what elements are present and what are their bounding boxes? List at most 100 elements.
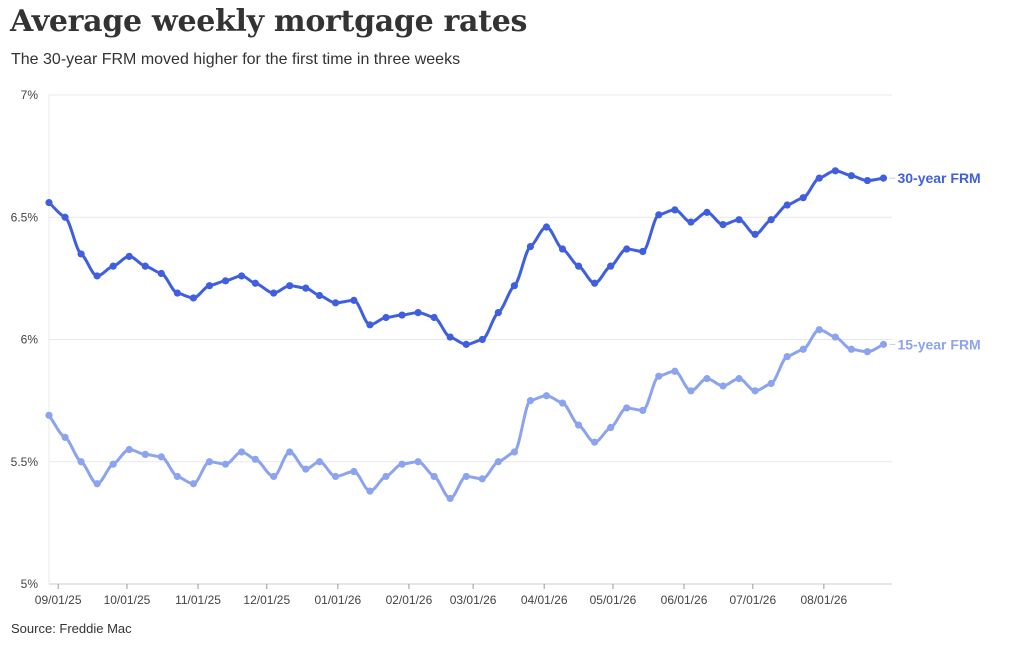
data-point-frm30[interactable]	[61, 213, 69, 221]
data-point-frm15[interactable]	[478, 475, 486, 483]
data-point-frm15[interactable]	[141, 450, 149, 459]
data-point-frm15[interactable]	[558, 399, 567, 407]
data-point-frm15[interactable]	[430, 472, 438, 481]
data-point-frm30[interactable]	[751, 230, 759, 238]
data-point-frm15[interactable]	[542, 392, 551, 400]
data-point-frm30[interactable]	[783, 201, 791, 209]
data-point-frm15[interactable]	[671, 367, 679, 375]
data-point-frm30[interactable]	[591, 279, 599, 287]
data-point-frm30[interactable]	[430, 313, 438, 322]
data-point-frm30[interactable]	[77, 250, 85, 258]
data-point-frm30[interactable]	[93, 272, 101, 280]
data-point-frm30[interactable]	[655, 211, 663, 219]
data-point-frm15[interactable]	[286, 448, 294, 456]
data-point-frm15[interactable]	[382, 472, 390, 481]
data-point-frm15[interactable]	[125, 445, 133, 454]
data-point-frm15[interactable]	[221, 460, 230, 468]
data-point-frm15[interactable]	[237, 448, 246, 456]
data-point-frm15[interactable]	[366, 487, 374, 495]
data-point-frm15[interactable]	[863, 348, 872, 356]
data-point-frm30[interactable]	[735, 216, 743, 224]
data-point-frm15[interactable]	[446, 494, 454, 503]
data-point-frm15[interactable]	[315, 458, 324, 466]
data-point-frm30[interactable]	[639, 247, 647, 256]
data-point-frm15[interactable]	[639, 406, 647, 414]
data-point-frm15[interactable]	[719, 382, 727, 390]
data-point-frm30[interactable]	[125, 252, 133, 260]
data-point-frm30[interactable]	[607, 262, 615, 270]
data-point-frm30[interactable]	[478, 335, 486, 344]
data-point-frm30[interactable]	[221, 277, 230, 285]
data-point-frm15[interactable]	[109, 460, 117, 468]
data-point-frm15[interactable]	[655, 372, 663, 380]
data-point-frm15[interactable]	[526, 397, 535, 405]
data-point-frm30[interactable]	[558, 245, 567, 253]
data-point-frm15[interactable]	[879, 340, 888, 348]
data-point-frm15[interactable]	[751, 387, 759, 395]
data-point-frm30[interactable]	[542, 223, 551, 231]
data-point-frm15[interactable]	[735, 375, 743, 383]
data-point-frm15[interactable]	[251, 455, 259, 463]
data-point-frm30[interactable]	[623, 245, 631, 253]
data-point-frm30[interactable]	[574, 262, 583, 270]
data-point-frm30[interactable]	[462, 340, 470, 348]
data-point-frm30[interactable]	[350, 296, 358, 304]
data-point-frm15[interactable]	[93, 480, 101, 488]
data-point-frm15[interactable]	[302, 465, 310, 473]
data-point-frm15[interactable]	[157, 453, 165, 461]
data-point-frm30[interactable]	[302, 284, 310, 292]
data-point-frm30[interactable]	[331, 299, 340, 307]
data-point-frm15[interactable]	[687, 387, 695, 395]
data-point-frm15[interactable]	[189, 480, 198, 488]
data-point-frm30[interactable]	[446, 333, 454, 341]
data-point-frm30[interactable]	[414, 309, 422, 317]
data-point-frm15[interactable]	[767, 379, 775, 388]
data-point-frm30[interactable]	[494, 309, 502, 317]
data-point-frm15[interactable]	[607, 423, 615, 432]
data-point-frm30[interactable]	[526, 242, 535, 251]
data-point-frm30[interactable]	[141, 262, 149, 270]
data-point-frm30[interactable]	[109, 262, 117, 270]
data-point-frm15[interactable]	[350, 467, 358, 476]
data-point-frm30[interactable]	[799, 194, 807, 202]
data-point-frm30[interactable]	[286, 282, 294, 290]
data-point-frm15[interactable]	[831, 333, 839, 341]
data-point-frm15[interactable]	[591, 438, 599, 446]
data-point-frm30[interactable]	[205, 282, 214, 290]
data-point-frm15[interactable]	[847, 345, 855, 353]
data-point-frm30[interactable]	[510, 282, 518, 290]
data-point-frm30[interactable]	[251, 279, 259, 287]
data-point-frm30[interactable]	[270, 289, 278, 297]
data-point-frm30[interactable]	[719, 220, 727, 229]
data-point-frm15[interactable]	[783, 353, 791, 361]
data-point-frm15[interactable]	[61, 433, 69, 441]
data-point-frm30[interactable]	[45, 198, 53, 207]
data-point-frm15[interactable]	[77, 458, 85, 466]
data-point-frm30[interactable]	[382, 313, 390, 322]
data-point-frm15[interactable]	[205, 458, 214, 466]
data-point-frm15[interactable]	[331, 472, 340, 481]
data-point-frm30[interactable]	[831, 167, 839, 175]
data-point-frm15[interactable]	[270, 472, 278, 481]
data-point-frm30[interactable]	[703, 208, 711, 216]
data-point-frm15[interactable]	[815, 326, 823, 334]
data-point-frm30[interactable]	[863, 176, 872, 185]
data-point-frm30[interactable]	[398, 311, 406, 319]
data-point-frm15[interactable]	[173, 472, 181, 481]
data-point-frm30[interactable]	[237, 272, 246, 280]
data-point-frm15[interactable]	[623, 404, 631, 412]
data-point-frm15[interactable]	[703, 375, 711, 383]
data-point-frm30[interactable]	[767, 216, 775, 224]
data-point-frm30[interactable]	[879, 174, 888, 182]
data-point-frm30[interactable]	[315, 291, 324, 300]
data-point-frm30[interactable]	[173, 289, 181, 297]
data-point-frm30[interactable]	[189, 294, 198, 302]
data-point-frm15[interactable]	[414, 458, 422, 466]
data-point-frm30[interactable]	[157, 269, 165, 278]
data-point-frm15[interactable]	[462, 472, 470, 481]
data-point-frm15[interactable]	[799, 345, 807, 353]
data-point-frm15[interactable]	[510, 448, 518, 456]
data-point-frm15[interactable]	[574, 421, 583, 429]
data-point-frm15[interactable]	[45, 411, 53, 419]
data-point-frm30[interactable]	[671, 206, 679, 214]
